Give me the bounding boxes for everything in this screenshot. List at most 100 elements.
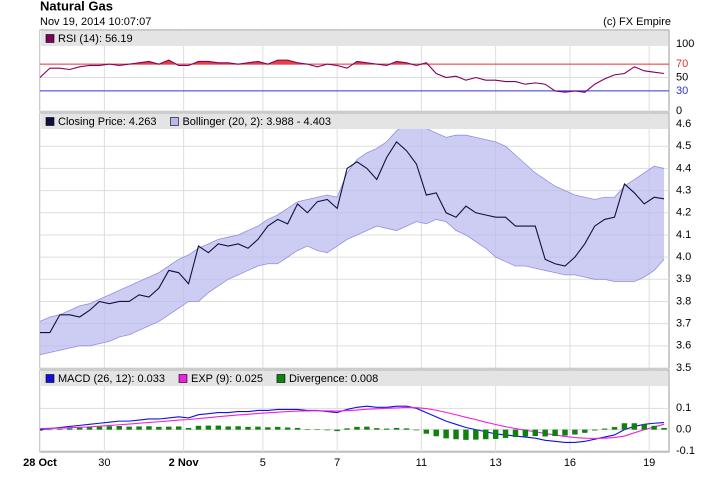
legend-swatch (45, 117, 55, 126)
y-tick-label: 4.5 (676, 140, 691, 152)
divergence-bar (364, 426, 370, 430)
legend-bar (41, 371, 668, 386)
datetime: Nov 19, 2014 10:07:07 (40, 16, 151, 28)
divergence-bar (433, 429, 439, 437)
divergence-bar (582, 429, 588, 433)
divergence-bar (175, 426, 182, 430)
legend-label: Closing Price: 4.263 (58, 116, 156, 128)
divergence-bar (40, 429, 43, 431)
divergence-bar (334, 429, 340, 432)
legend-label: RSI (14): 56.19 (58, 33, 133, 45)
divergence-bar (562, 429, 568, 436)
bollinger-upper (40, 123, 665, 322)
divergence-bar (552, 429, 558, 437)
divergence-bar (403, 428, 410, 430)
divergence-bar (483, 429, 489, 440)
divergence-bar (423, 429, 430, 434)
y-tick-label: 4.2 (676, 207, 691, 219)
divergence-bar (344, 428, 350, 430)
x-tick-label: 16 (564, 457, 576, 469)
y-tick-label: 50 (676, 71, 688, 83)
x-tick-label: 7 (334, 457, 340, 469)
legend-bar (41, 31, 668, 46)
divergence-bar (473, 429, 479, 440)
divergence-bar (166, 426, 172, 430)
legend-label: MACD (26, 12): 0.033 (58, 373, 165, 385)
divergence-bar (136, 426, 142, 430)
series-line (40, 140, 665, 334)
x-tick-label: 30 (98, 457, 110, 469)
legend-swatch (45, 374, 55, 383)
x-tick-label: 2 Nov (169, 457, 200, 469)
divergence-bar (126, 426, 132, 430)
divergence-bar (255, 426, 261, 430)
divergence-bar (294, 427, 301, 430)
legend-label: Bollinger (20, 2): 3.988 - 4.403 (182, 116, 331, 128)
overbought-fill (129, 60, 428, 65)
series-line (40, 405, 665, 443)
divergence-bar (324, 429, 330, 431)
x-tick-label: 19 (643, 457, 655, 469)
divergence-bar (601, 428, 608, 430)
y-tick-label: 4.3 (676, 185, 691, 197)
legend-swatch (170, 117, 179, 126)
chart-title: Natural Gas (40, 0, 113, 13)
divergence-bar (146, 426, 152, 430)
divergence-bar (205, 425, 212, 430)
divergence-bar (354, 426, 360, 430)
series-line (40, 406, 665, 439)
divergence-bar (185, 427, 192, 430)
y-tick-label: 4.1 (676, 229, 691, 241)
divergence-bar (621, 423, 628, 430)
divergence-bar (463, 429, 469, 440)
divergence-bar (314, 429, 321, 430)
divergence-bar (453, 429, 459, 440)
divergence-bar (106, 426, 113, 430)
divergence-bar (265, 427, 271, 430)
divergence-bar (275, 426, 281, 430)
x-tick-label: 28 Oct (23, 457, 57, 469)
divergence-bar (542, 429, 548, 437)
divergence-bar (116, 426, 122, 430)
divergence-bar (512, 429, 519, 438)
divergence-bar (631, 423, 638, 430)
y-tick-label: 3.6 (676, 340, 691, 352)
y-tick-label: 100 (676, 38, 694, 50)
legend-label: EXP (9): 0.025 (191, 373, 263, 385)
divergence-bar (57, 428, 63, 430)
y-tick-label: 30 (676, 85, 688, 97)
divergence-bar (215, 425, 222, 430)
divergence-bar (96, 426, 103, 430)
legend-bar (41, 114, 668, 129)
y-tick-label: 4.4 (676, 162, 691, 174)
y-tick-label: 3.8 (676, 295, 691, 307)
bollinger-band (40, 124, 665, 355)
divergence-bar (443, 429, 449, 439)
divergence-bar (611, 427, 618, 430)
y-tick-label: -0.1 (676, 445, 695, 457)
divergence-bar (532, 429, 538, 437)
y-tick-label: 70 (676, 58, 688, 70)
divergence-bar (47, 429, 53, 431)
divergence-bar (641, 424, 647, 430)
divergence-bar (492, 429, 499, 440)
plot (40, 30, 669, 111)
credit: (c) FX Empire (603, 16, 671, 28)
legend-swatch (276, 374, 286, 383)
legend-label: Divergence: 0.008 (289, 373, 378, 385)
x-tick-label: 11 (416, 457, 427, 469)
divergence-bar (304, 429, 311, 430)
divergence-bar (651, 425, 657, 430)
y-tick-label: 4.6 (676, 118, 691, 130)
divergence-bar (235, 426, 241, 430)
divergence-bar (661, 427, 667, 430)
divergence-bar (245, 426, 251, 430)
y-tick-label: 4.0 (676, 251, 691, 263)
legend-swatch (178, 374, 188, 383)
y-tick-label: 0 (676, 105, 682, 117)
divergence-bar (383, 428, 390, 430)
divergence-bar (522, 429, 529, 437)
x-tick-label: 13 (490, 457, 502, 469)
divergence-bar (156, 426, 162, 430)
